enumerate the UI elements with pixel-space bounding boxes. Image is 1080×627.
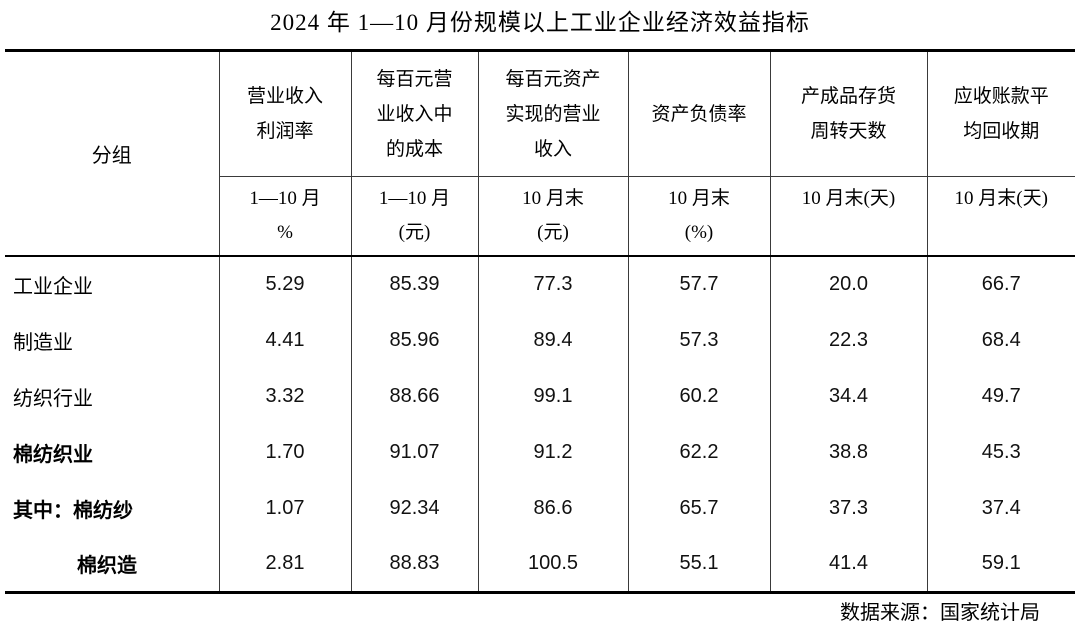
cell-value: 91.07 xyxy=(350,424,478,480)
column-header-text: 每百元资产 实现的营业 收入 xyxy=(505,68,601,160)
column-header-group: 分组 xyxy=(5,50,219,257)
cell-value: 41.4 xyxy=(769,536,927,592)
unit-cell: 1—10 月 % xyxy=(218,176,351,257)
cell-value: 59.1 xyxy=(926,536,1075,592)
cell-value: 1.70 xyxy=(218,424,351,480)
column-header-asset-liability-ratio: 资产负债率 xyxy=(627,50,770,177)
cell-value: 77.3 xyxy=(477,256,628,312)
column-header-text: 应收账款平 均回收期 xyxy=(953,86,1049,142)
row-label: 工业企业 xyxy=(13,276,93,298)
column-header-inventory-turnover-days: 产成品存货 周转天数 xyxy=(769,50,927,177)
column-header-text: 营业收入 利润率 xyxy=(246,86,323,142)
row-label: 纺织行业 xyxy=(13,387,93,410)
column-period: 1—10 月 xyxy=(378,188,451,209)
page-title: 2024 年 1—10 月份规模以上工业企业经济效益指标 xyxy=(270,10,810,35)
row-label: 其中：棉纺纱 xyxy=(13,499,133,522)
row-label: 棉纺织业 xyxy=(13,443,93,466)
cell-value: 100.5 xyxy=(477,536,628,592)
header-row: 分组 营业收入 利润率 每百元营 业收入中 的成本 每百元资产 实现的营业 收入… xyxy=(5,50,1075,257)
unit-cell: 10 月末(天) xyxy=(769,176,927,257)
cell-value: 1.07 xyxy=(218,480,351,536)
column-unit: % xyxy=(277,222,293,243)
cell-value: 68.4 xyxy=(926,312,1075,368)
column-header-text: 资产负债率 xyxy=(651,103,747,125)
cell-value: 5.29 xyxy=(218,256,351,312)
data-source-note: 数据来源：国家统计局 xyxy=(840,601,1040,624)
column-unit: (元) xyxy=(537,222,569,243)
table-row-cotton-weaving: 棉织造 2.81 88.83 100.5 55.1 41.4 59.1 xyxy=(5,536,1075,592)
cell-value: 92.34 xyxy=(350,480,478,536)
cell-value: 65.7 xyxy=(627,480,770,536)
column-unit xyxy=(772,216,926,250)
cell-value: 57.3 xyxy=(627,312,770,368)
cell-value: 4.41 xyxy=(218,312,351,368)
column-unit: (%) xyxy=(684,222,714,243)
row-label: 棉织造 xyxy=(77,554,137,577)
column-header-revenue-per-100-assets: 每百元资产 实现的营业 收入 xyxy=(477,50,628,177)
cell-value: 49.7 xyxy=(926,368,1075,424)
cell-value: 66.7 xyxy=(926,256,1075,312)
column-period: 10 月末 xyxy=(668,188,730,209)
cell-value: 60.2 xyxy=(627,368,770,424)
column-unit: (元) xyxy=(398,222,431,243)
cell-value: 3.32 xyxy=(218,368,351,424)
cell-value: 85.96 xyxy=(350,312,478,368)
cell-value: 2.81 xyxy=(218,536,351,592)
table-row-manufacturing: 制造业 4.41 85.96 89.4 57.3 22.3 68.4 xyxy=(5,312,1075,368)
cell-value: 37.3 xyxy=(769,480,927,536)
cell-value: 20.0 xyxy=(769,256,927,312)
table-row-industrial-enterprises: 工业企业 5.29 85.39 77.3 57.7 20.0 66.7 xyxy=(5,256,1075,312)
cell-value: 22.3 xyxy=(769,312,927,368)
cell-value: 91.2 xyxy=(477,424,628,480)
cell-value: 57.7 xyxy=(627,256,770,312)
column-period: 10 月末(天) xyxy=(801,188,896,209)
cell-value: 45.3 xyxy=(926,424,1075,480)
column-header-text: 产成品存货 周转天数 xyxy=(800,86,896,142)
cell-value: 89.4 xyxy=(477,312,628,368)
unit-cell: 10 月末 (%) xyxy=(627,176,770,257)
unit-row: 1—10 月 % 1—10 月 (元) 10 月末 (元) 10 月末 (%) … xyxy=(5,176,1075,257)
unit-cell: 1—10 月 (元) xyxy=(350,176,478,257)
cell-value: 88.83 xyxy=(350,536,478,592)
column-period: 1—10 月 xyxy=(249,188,321,209)
column-unit xyxy=(929,216,1075,250)
indicators-table: 分组 营业收入 利润率 每百元营 业收入中 的成本 每百元资产 实现的营业 收入… xyxy=(5,49,1075,594)
unit-cell: 10 月末(天) xyxy=(926,176,1075,257)
table-row-textile-industry: 纺织行业 3.32 88.66 99.1 60.2 34.4 49.7 xyxy=(5,368,1075,424)
table-row-cotton-textile-industry: 棉纺织业 1.70 91.07 91.2 62.2 38.8 45.3 xyxy=(5,424,1075,480)
table-row-cotton-spinning: 其中：棉纺纱 1.07 92.34 86.6 65.7 37.3 37.4 xyxy=(5,480,1075,536)
column-period: 10 月末 xyxy=(522,188,584,209)
column-header-receivables-collection-period: 应收账款平 均回收期 xyxy=(926,50,1075,177)
cell-value: 55.1 xyxy=(627,536,770,592)
cell-value: 62.2 xyxy=(627,424,770,480)
unit-cell: 10 月末 (元) xyxy=(477,176,628,257)
row-label: 制造业 xyxy=(13,331,73,354)
cell-value: 88.66 xyxy=(350,368,478,424)
cell-value: 86.6 xyxy=(477,480,628,536)
column-header-profit-margin: 营业收入 利润率 xyxy=(218,50,351,177)
column-header-cost-per-100-revenue: 每百元营 业收入中 的成本 xyxy=(350,50,478,177)
cell-value: 85.39 xyxy=(350,256,478,312)
column-period: 10 月末(天) xyxy=(954,188,1048,209)
column-header-text: 每百元营 业收入中 的成本 xyxy=(376,68,453,160)
cell-value: 34.4 xyxy=(769,368,927,424)
cell-value: 38.8 xyxy=(769,424,927,480)
cell-value: 37.4 xyxy=(926,480,1075,536)
cell-value: 99.1 xyxy=(477,368,628,424)
